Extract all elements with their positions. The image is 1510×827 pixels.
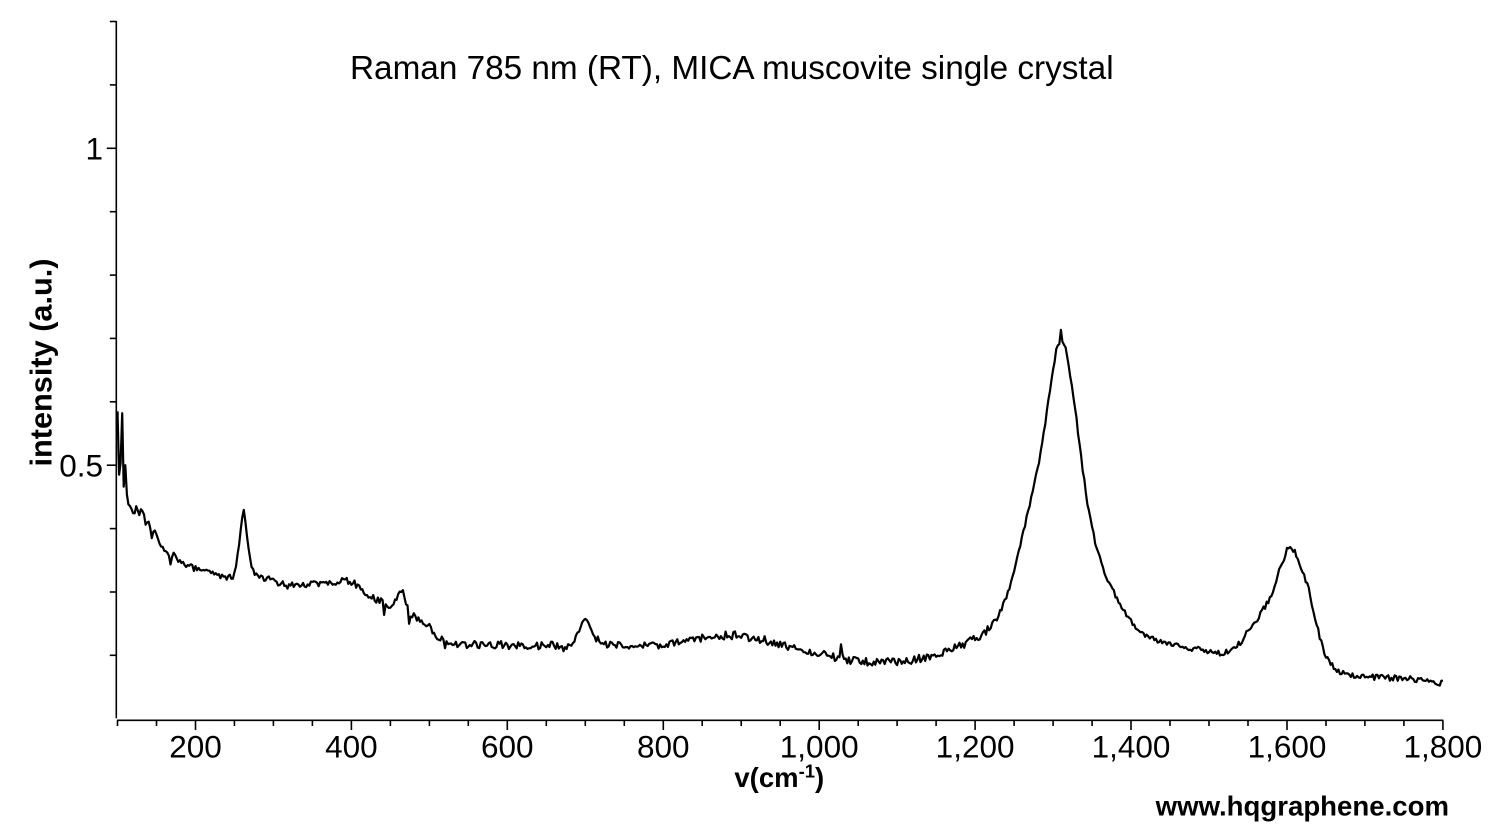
svg-text:1,800: 1,800 — [1403, 729, 1482, 765]
svg-text:1,000: 1,000 — [780, 729, 859, 765]
svg-text:1: 1 — [85, 131, 103, 167]
svg-text:1,600: 1,600 — [1248, 729, 1327, 765]
svg-text:v(cm-1): v(cm-1) — [734, 760, 824, 793]
svg-text:200: 200 — [169, 729, 222, 765]
svg-text:1,200: 1,200 — [936, 729, 1015, 765]
svg-text:600: 600 — [481, 729, 534, 765]
svg-text:400: 400 — [325, 729, 378, 765]
svg-text:www.hqgraphene.com: www.hqgraphene.com — [1155, 791, 1449, 822]
svg-text:Raman 785 nm (RT), MICA muscov: Raman 785 nm (RT), MICA muscovite single… — [350, 50, 1114, 87]
svg-text:800: 800 — [637, 729, 690, 765]
svg-text:1,400: 1,400 — [1092, 729, 1171, 765]
svg-text:intensity (a.u.): intensity (a.u.) — [24, 258, 59, 466]
svg-text:0.5: 0.5 — [59, 447, 103, 483]
